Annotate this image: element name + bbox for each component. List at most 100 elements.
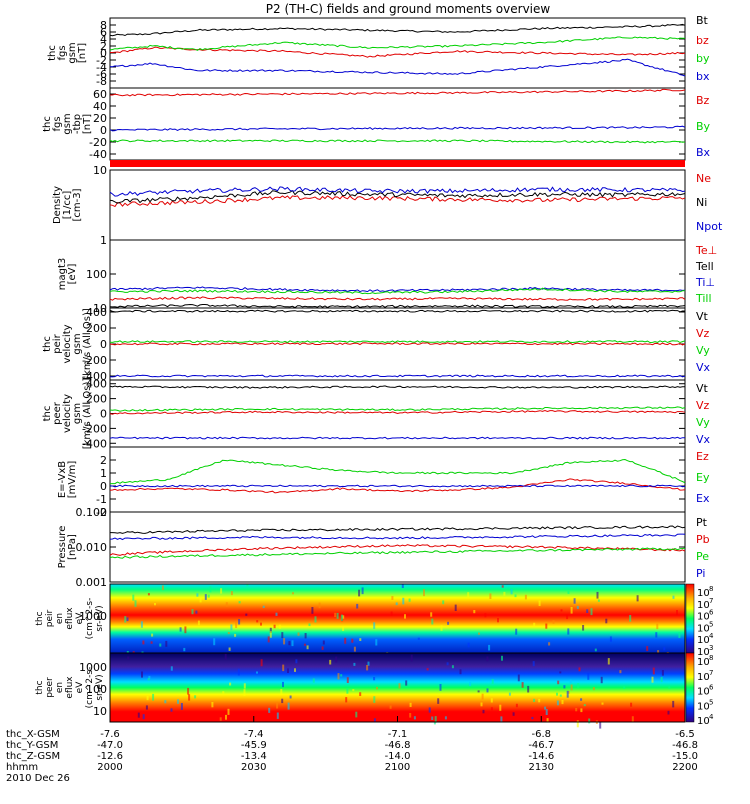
legend-entry: Pi: [696, 567, 705, 580]
y-tick-label: 10: [93, 164, 107, 177]
y-axis-label: thc: [35, 680, 45, 694]
spectrogram-pixel: [402, 597, 405, 605]
spectrogram-pixel: [282, 681, 284, 688]
spectrogram-pixel: [490, 707, 493, 711]
y-tick-label: -8: [96, 75, 107, 88]
spectrogram-pixel: [220, 588, 223, 594]
spectrogram-pixel: [124, 616, 127, 623]
legend-entry: Vz: [696, 399, 710, 412]
spectrogram-pixel: [619, 670, 622, 674]
spectrogram-pixel: [209, 586, 212, 593]
spectrogram-pixel: [556, 700, 559, 706]
spectrogram-pixel: [304, 643, 306, 646]
y-axis-label: gsm: [72, 333, 83, 354]
spectrogram-pixel: [353, 662, 356, 666]
legend-entry: Ni: [696, 196, 707, 209]
spectrogram-pixel: [142, 640, 145, 645]
spectrogram-pixel: [661, 670, 664, 676]
spectrogram-pixel: [127, 656, 130, 660]
spectrogram-pixel: [434, 716, 437, 723]
colorbar-label: 10: [697, 647, 710, 658]
spectrogram-pixel: [607, 658, 610, 665]
spectrogram-pixel: [503, 591, 506, 596]
legend-entry: bx: [696, 70, 710, 83]
series-line-peir-velocity-1: [109, 342, 686, 346]
spectrogram-pixel: [367, 661, 370, 666]
x-row-value: -6.5: [675, 729, 695, 740]
x-row-value: -12.6: [97, 751, 123, 762]
y-tick-label: 200: [86, 393, 107, 406]
spectrogram-pixel: [596, 591, 599, 599]
spectrogram-pixel: [177, 699, 179, 704]
legend-entry: Ez: [696, 450, 709, 463]
spectrogram-pixel: [267, 636, 270, 643]
spectrogram-pixel: [282, 664, 285, 672]
spectrogram-pixel: [207, 594, 210, 598]
y-axis-label: [1/cc]: [62, 191, 73, 220]
spectrogram-pixel: [404, 614, 406, 619]
spectrogram-pixel: [262, 605, 265, 608]
spectrogram-pixel: [297, 632, 300, 636]
spectrogram-pixel: [154, 603, 156, 606]
spectrogram-pixel: [359, 638, 362, 641]
spectrogram-pixel: [442, 600, 445, 605]
spectrogram-pixel: [587, 672, 590, 680]
spectrogram-pixel: [391, 596, 394, 600]
y-tick-label: -2: [96, 506, 107, 519]
spectrogram-pixel: [545, 709, 548, 715]
spectrogram-pixel: [576, 720, 579, 728]
series-line-density-1: [109, 190, 686, 204]
spectrogram-pixel: [334, 612, 337, 617]
y-tick-label: 0: [100, 480, 107, 493]
spectrogram-pixel: [180, 703, 183, 710]
spectrogram-pixel: [358, 589, 361, 597]
y-axis-label: [eV]: [67, 264, 78, 285]
y-tick-label: 0: [100, 408, 107, 421]
spectrogram-pixel: [672, 700, 675, 708]
spectrogram-pixel: [580, 698, 583, 701]
spectrogram-pixel: [273, 624, 276, 629]
spectrogram-pixel: [164, 700, 167, 704]
spectrogram-pixel: [409, 713, 412, 718]
spectrogram-pixel: [467, 642, 470, 648]
y-axis-label: thc: [35, 611, 45, 625]
x-date-label: 2010 Dec 26: [6, 773, 70, 784]
spectrogram-pixel: [165, 640, 168, 647]
y-axis-label: [nT]: [77, 43, 88, 63]
y-tick-label: -200: [82, 422, 107, 435]
spectrogram-pixel: [484, 613, 487, 618]
spectrogram-pixel: [152, 693, 155, 701]
spectrogram-pixel: [306, 645, 309, 650]
spectrogram-pixel: [342, 615, 345, 619]
spectrogram-pixel: [512, 712, 515, 716]
spectrogram-pixel: [431, 618, 434, 625]
spectrogram-pixel: [224, 653, 227, 660]
spectrogram-pixel: [359, 692, 362, 696]
spectrogram-pixel: [592, 687, 595, 691]
spectrogram-pixel: [375, 639, 378, 646]
spectrogram-pixel: [291, 640, 294, 647]
y-tick-label: 1000: [79, 610, 107, 623]
spectrogram-pixel: [408, 598, 411, 602]
spectrogram-pixel: [663, 647, 666, 651]
spectrogram-pixel: [668, 685, 671, 689]
spectrogram-pixel: [580, 708, 583, 713]
y-axis-label: Pressure: [57, 526, 68, 569]
spectrogram-pixel: [548, 642, 551, 646]
spectrogram-pixel: [287, 668, 289, 673]
spectrogram-pixel: [311, 607, 314, 614]
x-row-value: 2030: [241, 762, 266, 773]
spectrogram-pixel: [295, 659, 298, 664]
spectrogram-pixel: [227, 708, 230, 715]
legend-entry: Ti⊥: [695, 276, 715, 289]
spectrogram-pixel: [150, 641, 153, 644]
y-axis-label: peir: [52, 333, 63, 353]
legend-entry: Ey: [696, 471, 710, 484]
spectrogram-pixel: [490, 698, 493, 703]
spectrogram-pixel: [546, 718, 549, 722]
spectrogram-pixel: [567, 628, 570, 635]
y-tick-label: 10: [93, 705, 107, 718]
spectrogram-pixel: [646, 646, 649, 652]
